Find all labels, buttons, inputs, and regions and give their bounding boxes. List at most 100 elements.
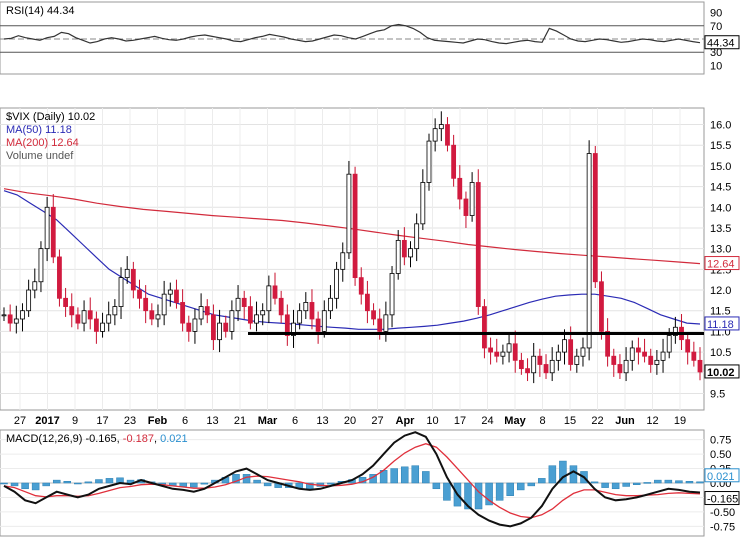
macd-histogram-bar (295, 482, 304, 488)
macd-histogram-bar (664, 479, 673, 484)
candle-body (457, 177, 463, 200)
candle-body (389, 273, 395, 316)
candle-body (297, 310, 303, 324)
x-tick-label: 10 (426, 415, 438, 427)
x-tick-label: 13 (316, 415, 328, 427)
candle-body (660, 351, 666, 361)
candle-body (143, 297, 149, 312)
macd-histogram-bar (422, 471, 430, 484)
candle-body (235, 297, 241, 312)
candle-body (334, 268, 340, 299)
candle-body (438, 124, 444, 130)
candle-body (38, 248, 44, 283)
candle-body (44, 206, 50, 250)
candle-body (629, 347, 635, 361)
macd-histogram-bar (306, 482, 314, 490)
candle-body (260, 310, 266, 316)
candle-body (7, 314, 13, 324)
candle-body (137, 289, 142, 299)
macd-histogram-bar (21, 482, 29, 490)
x-tick-label: 20 (344, 415, 356, 427)
macd-label-part: MACD(12,26,9) -0.165, (6, 433, 123, 445)
macd-histogram-bar (495, 482, 504, 501)
candle-body (525, 368, 530, 374)
macd-histogram-bar (10, 482, 19, 487)
candle-body (291, 322, 296, 336)
candle-body (475, 182, 481, 307)
candle-body (352, 173, 358, 279)
macd-histogram-bar (327, 482, 335, 485)
candle-body (106, 314, 112, 324)
candle-body (20, 310, 25, 320)
macd-histogram-bar (601, 482, 609, 488)
macd-histogram-bar (485, 482, 493, 506)
legend-entry: Volume undef (6, 150, 74, 162)
candle-body (451, 144, 457, 179)
macd-label-part: 0.021 (160, 433, 188, 445)
price-tick-label: 10.5 (710, 347, 731, 359)
x-tick-label: Mar (258, 415, 278, 427)
candle-body (358, 277, 364, 295)
candle-body (408, 248, 413, 258)
price-tag: 12.64 (707, 259, 735, 271)
macd-tag: 0.021 (707, 471, 735, 483)
macd-histogram-bar (74, 482, 82, 485)
price-tick-label: 15.5 (710, 140, 731, 152)
candle-body (254, 314, 259, 324)
candle-body (512, 343, 518, 361)
candle-body (420, 182, 426, 225)
price-tick-label: 13.0 (710, 244, 731, 256)
x-tick-label: 19 (674, 415, 686, 427)
x-tick-label: 27 (371, 415, 383, 427)
price-tag-box (704, 364, 740, 379)
price-tick-label: 14.0 (710, 202, 731, 214)
candle-body (555, 351, 561, 361)
x-tick-label: 23 (124, 415, 136, 427)
candle-body (401, 239, 407, 258)
macd-histogram-bar (559, 460, 567, 484)
candle-body (247, 306, 253, 324)
candle-body (623, 359, 629, 374)
candle-body (130, 268, 136, 291)
candle-body (549, 359, 555, 374)
candle-body (611, 355, 617, 365)
candle-body (371, 310, 376, 320)
candle-body (506, 343, 512, 353)
candle-body (648, 355, 654, 365)
macd-histogram-bar (200, 482, 209, 485)
ma200-line (3, 188, 701, 265)
candle-body (414, 223, 420, 250)
candle-body (149, 310, 155, 320)
price-tick-label: 13.5 (710, 223, 731, 235)
price-tick-label: 15.0 (710, 161, 731, 173)
x-tick-label: May (504, 415, 526, 427)
x-tick-label: 6 (292, 415, 298, 427)
candle-body (112, 306, 118, 316)
macd-line (3, 431, 701, 528)
candle-body (161, 293, 167, 316)
macd-histogram-bar (696, 481, 704, 484)
price-tag-box (704, 256, 740, 271)
legend-entry: $VIX (Daily) 10.02 (6, 111, 95, 123)
x-tick-label: 2017 (35, 415, 59, 427)
rsi-tick-label: 30 (710, 47, 722, 59)
candle-body (100, 322, 105, 332)
candle-body (32, 281, 38, 291)
candle-body (211, 314, 216, 341)
candle-body (81, 310, 87, 324)
rsi-panel: RSI(14) 44.34 907050301044.34 (0, 1, 740, 75)
legend-entry: MA(200) 12.64 (6, 137, 79, 149)
price-tag: 10.02 (707, 367, 735, 379)
candle-body (204, 306, 210, 316)
price-tick-label: 11.5 (710, 306, 731, 318)
candle-body (605, 330, 611, 357)
macd-histogram-bar (390, 468, 398, 484)
macd-histogram-bar (190, 482, 198, 488)
candle-body (124, 268, 130, 279)
x-tick-label: 8 (539, 415, 545, 427)
macd-tick-label: 0.50 (710, 449, 731, 461)
candle-body (685, 339, 691, 353)
macd-histogram-bar (643, 482, 652, 484)
macd-label-part: , (154, 433, 160, 445)
macd-histogram-bar (632, 482, 641, 485)
